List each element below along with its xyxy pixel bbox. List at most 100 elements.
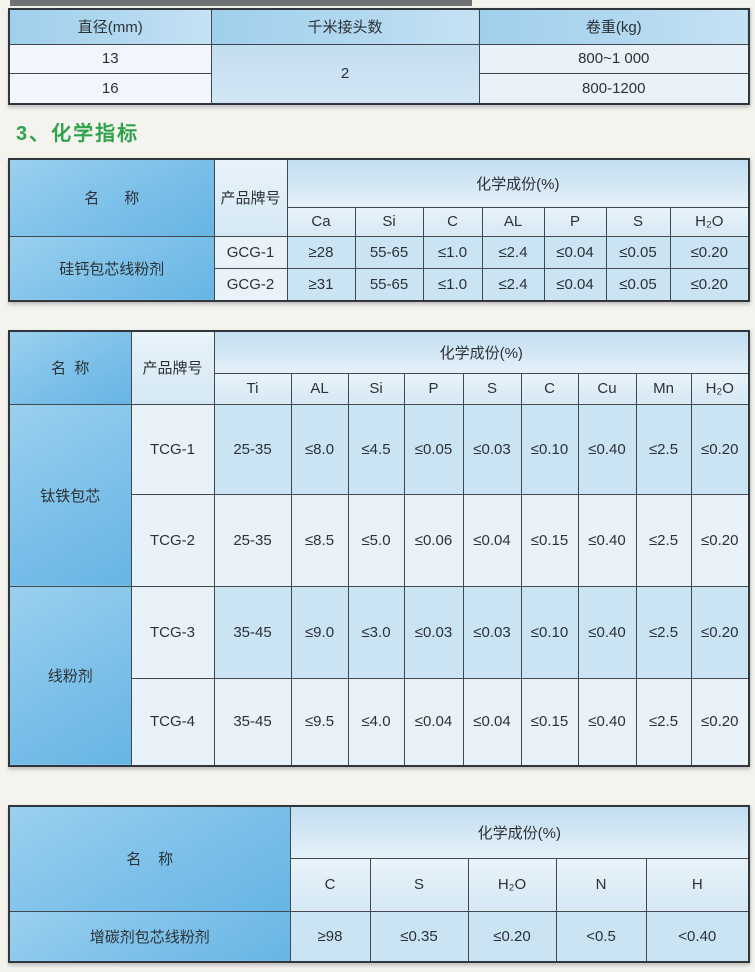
product-name-lower-cell: 线粉剂: [8, 585, 132, 767]
composition-header: 化学成份(%): [213, 330, 750, 374]
brand-cell: GCG-1: [213, 235, 288, 269]
brand-column-header: 产品牌号: [213, 158, 288, 237]
value-cell: ≤0.04: [403, 677, 464, 767]
value-cell: ≤4.0: [347, 677, 405, 767]
value-cell: ≤0.10: [520, 403, 579, 495]
element-header-ti: Ti: [213, 372, 292, 405]
value-cell: <0.40: [645, 910, 750, 963]
value-cell: ≤0.20: [690, 677, 750, 767]
value-cell: ≤0.40: [577, 403, 637, 495]
value-cell: 55-65: [354, 235, 424, 269]
element-header-si: Si: [354, 206, 424, 237]
value-cell: 55-65: [354, 267, 424, 302]
brand-cell: TCG-4: [130, 677, 215, 767]
value-cell: ≤0.20: [669, 267, 750, 302]
table-row: 硅钙包芯线粉剂 GCG-1 ≥28 55-65 ≤1.0 ≤2.4 ≤0.04 …: [8, 235, 750, 302]
weight-value-1: 800~1 000: [478, 43, 750, 74]
table-row: 钛铁包芯 TCG-1 25-35 ≤8.0 ≤4.5 ≤0.05 ≤0.03 ≤…: [8, 403, 750, 587]
ferrotitanium-table: 名 称 产品牌号 化学成份(%) Ti AL Si P S C Cu Mn H₂…: [8, 330, 751, 767]
value-cell: ≤0.20: [690, 493, 750, 587]
value-cell: ≤0.05: [403, 403, 464, 495]
value-cell: ≤9.5: [290, 677, 349, 767]
element-header-h2o: H₂O: [690, 372, 750, 405]
value-cell: ≤0.15: [520, 677, 579, 767]
element-header-s: S: [605, 206, 671, 237]
table-row: GCG-2 ≥31 55-65 ≤1.0 ≤2.4 ≤0.04 ≤0.05 ≤0…: [9, 267, 750, 302]
value-cell: ≤0.03: [462, 403, 522, 495]
product-name-cell: 增碳剂包芯线粉剂: [8, 910, 291, 963]
value-cell: ≤0.06: [403, 493, 464, 587]
element-header-si: Si: [347, 372, 405, 405]
value-cell: ≤0.05: [605, 235, 671, 269]
brand-column-header: 产品牌号: [130, 330, 215, 405]
brand-cell: TCG-1: [130, 403, 215, 495]
silicon-calcium-table: 名 称 产品牌号 化学成份(%) Ca Si C AL P S H₂O 硅钙包芯…: [8, 158, 751, 302]
element-header-al: AL: [290, 372, 349, 405]
composition-header: 化学成份(%): [286, 158, 750, 208]
value-cell: ≥31: [286, 267, 356, 302]
table-row: TCG-4 35-45 ≤9.5 ≤4.0 ≤0.04 ≤0.04 ≤0.15 …: [9, 677, 750, 767]
col-header-joints: 千米接头数: [210, 8, 480, 45]
value-cell: ≤2.4: [481, 267, 545, 302]
value-cell: ≤9.0: [290, 585, 349, 679]
col-header-diameter: 直径(mm): [8, 8, 212, 45]
value-cell: 25-35: [213, 493, 292, 587]
value-cell: ≤2.5: [635, 677, 692, 767]
value-cell: ≤0.04: [462, 677, 522, 767]
element-header-p: P: [403, 372, 464, 405]
element-header-n: N: [555, 857, 647, 912]
table-row: TCG-2 25-35 ≤8.5 ≤5.0 ≤0.06 ≤0.04 ≤0.15 …: [9, 493, 750, 587]
element-header-row: Ca Si C AL P S H₂O: [9, 206, 750, 237]
value-cell: ≥28: [286, 235, 356, 269]
value-cell: ≤0.40: [577, 677, 637, 767]
value-cell: ≤2.5: [635, 493, 692, 587]
value-cell: ≥98: [289, 910, 371, 963]
brand-cell: GCG-2: [213, 267, 288, 302]
carburant-table: 名 称 化学成份(%) C S H₂O N H 增碳剂包芯线粉剂 ≥98 ≤0.…: [8, 805, 751, 963]
element-header-row: C S H₂O N H: [9, 857, 750, 912]
weight-value-2: 800-1200: [478, 72, 750, 105]
value-cell: ≤5.0: [347, 493, 405, 587]
value-cell: 35-45: [213, 677, 292, 767]
value-cell: ≤0.03: [462, 585, 522, 679]
value-cell: ≤0.20: [690, 403, 750, 495]
element-header-c: C: [520, 372, 579, 405]
value-cell: ≤0.04: [543, 235, 607, 269]
element-header-s: S: [462, 372, 522, 405]
name-column-header: 名 称: [8, 158, 215, 237]
value-cell: ≤1.0: [422, 235, 483, 269]
joints-value: 2: [210, 43, 480, 105]
name-column-header: 名 称: [8, 805, 291, 912]
table-row: 增碳剂包芯线粉剂 ≥98 ≤0.35 ≤0.20 <0.5 <0.40: [8, 910, 750, 963]
element-header-row: Ti AL Si P S C Cu Mn H₂O: [9, 372, 750, 405]
value-cell: ≤4.5: [347, 403, 405, 495]
element-header-ca: Ca: [286, 206, 356, 237]
value-cell: ≤0.20: [690, 585, 750, 679]
brand-cell: TCG-2: [130, 493, 215, 587]
diameter-value-13: 13: [8, 43, 212, 74]
element-header-mn: Mn: [635, 372, 692, 405]
diameter-value-16: 16: [8, 72, 212, 105]
value-cell: ≤0.40: [577, 493, 637, 587]
value-cell: ≤0.40: [577, 585, 637, 679]
table-row: 16 800-1200: [8, 72, 750, 105]
value-cell: ≤0.04: [462, 493, 522, 587]
value-cell: ≤0.04: [543, 267, 607, 302]
value-cell: 25-35: [213, 403, 292, 495]
value-cell: ≤0.35: [369, 910, 469, 963]
value-cell: ≤2.4: [481, 235, 545, 269]
value-cell: <0.5: [555, 910, 647, 963]
element-header-c: C: [422, 206, 483, 237]
product-name-upper-cell: 钛铁包芯: [8, 403, 132, 587]
value-cell: ≤0.20: [467, 910, 557, 963]
section-heading: 3、化学指标: [16, 123, 140, 145]
element-header-h2o: H₂O: [669, 206, 750, 237]
coil-spec-table: 直径(mm) 千米接头数 卷重(kg) 13 2 800~1 000 16 80…: [8, 8, 750, 105]
scan-artifact-strip: [10, 0, 472, 6]
value-cell: ≤1.0: [422, 267, 483, 302]
value-cell: ≤2.5: [635, 403, 692, 495]
element-header-s: S: [369, 857, 469, 912]
value-cell: ≤0.05: [605, 267, 671, 302]
brand-cell: TCG-3: [130, 585, 215, 679]
value-cell: ≤3.0: [347, 585, 405, 679]
